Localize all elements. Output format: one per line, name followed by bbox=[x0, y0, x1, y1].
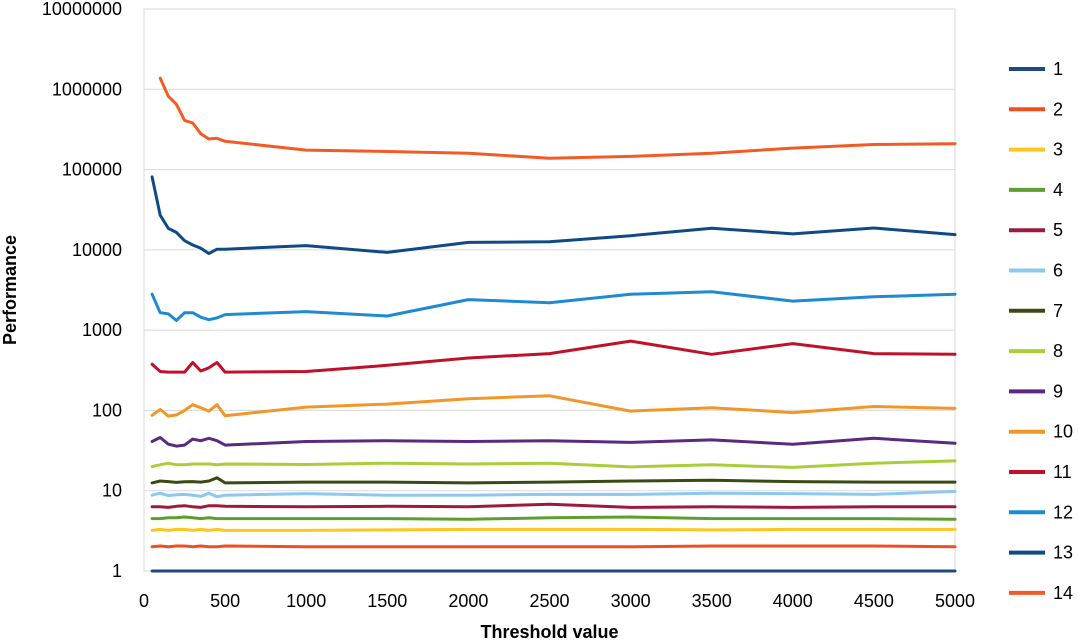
x-axis-title: Threshold value bbox=[480, 622, 618, 642]
y-axis-title: Performance bbox=[0, 235, 20, 345]
y-tick-label: 10000000 bbox=[42, 0, 122, 19]
gridlines bbox=[144, 8, 955, 572]
legend-label-13: 13 bbox=[1053, 543, 1073, 563]
legend-label-11: 11 bbox=[1053, 462, 1072, 482]
y-tick-label: 10 bbox=[102, 481, 122, 501]
series-line-9 bbox=[150, 436, 957, 448]
legend-label-8: 8 bbox=[1053, 341, 1063, 361]
legend-label-7: 7 bbox=[1053, 301, 1063, 321]
x-tick-label: 4500 bbox=[854, 591, 894, 611]
series-line-7 bbox=[150, 476, 957, 485]
y-tick-label: 1000 bbox=[82, 320, 122, 340]
y-axis-tick-labels: 1 10 100 1000 10000 100000 1000000 10000000 bbox=[42, 0, 122, 581]
y-tick-label: 100000 bbox=[62, 160, 122, 180]
series-line-8 bbox=[150, 459, 957, 469]
x-tick-label: 5000 bbox=[935, 591, 975, 611]
x-tick-label: 0 bbox=[139, 591, 149, 611]
legend-label-14: 14 bbox=[1053, 583, 1073, 603]
x-tick-label: 1000 bbox=[286, 591, 326, 611]
series-line-11 bbox=[150, 339, 957, 374]
x-tick-label: 2500 bbox=[529, 591, 569, 611]
series-line-2 bbox=[150, 544, 957, 549]
series-line-3 bbox=[150, 527, 957, 532]
legend-label-1: 1 bbox=[1053, 59, 1063, 79]
legend-label-12: 12 bbox=[1053, 502, 1073, 522]
legend-label-2: 2 bbox=[1053, 99, 1063, 119]
plot-area bbox=[143, 8, 956, 572]
y-tick-label: 100 bbox=[92, 400, 122, 420]
x-tick-label: 4000 bbox=[773, 591, 813, 611]
y-tick-label: 1000000 bbox=[52, 79, 122, 99]
x-tick-label: 3000 bbox=[611, 591, 651, 611]
legend-label-6: 6 bbox=[1053, 261, 1063, 281]
x-tick-label: 2000 bbox=[448, 591, 488, 611]
x-tick-label: 3500 bbox=[692, 591, 732, 611]
series-line-6 bbox=[150, 489, 957, 499]
series-line-12 bbox=[150, 290, 957, 322]
series-line-10 bbox=[150, 394, 957, 418]
x-tick-label: 1500 bbox=[367, 591, 407, 611]
legend-label-4: 4 bbox=[1053, 180, 1063, 200]
y-tick-label: 10000 bbox=[72, 240, 122, 260]
legend-label-9: 9 bbox=[1053, 381, 1063, 401]
legend-label-10: 10 bbox=[1053, 422, 1073, 442]
series-lines bbox=[150, 76, 957, 573]
series-line-14 bbox=[158, 76, 957, 160]
series-line-5 bbox=[150, 502, 957, 509]
series-line-4 bbox=[150, 515, 957, 521]
x-axis-tick-labels: 0 500 1000 1500 2000 2500 3000 3500 4000 4500 5000 bbox=[139, 591, 975, 611]
legend-label-3: 3 bbox=[1053, 140, 1063, 160]
y-tick-label: 1 bbox=[112, 561, 122, 581]
legend-label-5: 5 bbox=[1053, 220, 1063, 240]
series-line-13 bbox=[150, 175, 957, 255]
x-tick-label: 500 bbox=[210, 591, 240, 611]
